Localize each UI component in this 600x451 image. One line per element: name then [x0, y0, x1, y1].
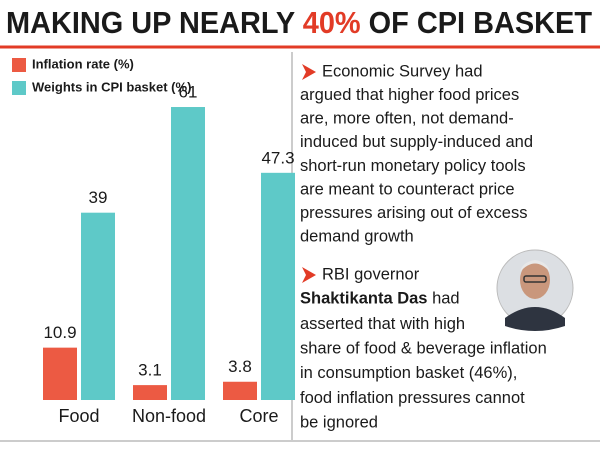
x-tick-label: Core — [239, 406, 278, 426]
note-line: demand growth — [300, 228, 414, 246]
title-part: OF CPI BASKET — [369, 5, 592, 40]
note-line: asserted that with high — [300, 315, 465, 333]
note-line: Shaktikanta Das had — [300, 290, 460, 308]
portrait — [496, 249, 574, 331]
title-highlight: 40% — [303, 5, 361, 40]
bar — [223, 381, 257, 400]
value-label: 47.3 — [261, 148, 294, 167]
note-line: RBI governor — [322, 265, 420, 283]
x-tick-label: Food — [58, 406, 99, 426]
chart-title: MAKING UP NEARLY 40% OF CPI BASKET — [6, 5, 592, 40]
bar — [171, 107, 205, 401]
note-line: be ignored — [300, 414, 378, 432]
note-line: share of food & beverage inflation — [300, 339, 547, 357]
note-line: induced but supply-induced and — [300, 133, 533, 151]
bullet-arrow — [302, 267, 316, 283]
bar — [133, 385, 167, 400]
value-label: 39 — [89, 188, 108, 207]
bullet-arrow — [302, 64, 316, 80]
note-line: pressures arising out of excess — [300, 204, 527, 222]
note-line: are meant to counteract price — [300, 180, 515, 198]
value-label: 10.9 — [43, 323, 76, 342]
bar — [261, 172, 295, 400]
note-line: in consumption basket (46%), — [300, 364, 517, 382]
note-line: short-run monetary policy tools — [300, 157, 526, 175]
note-bold: Shaktikanta Das — [300, 290, 427, 308]
x-tick-label: Non-food — [132, 406, 206, 426]
note-line: Economic Survey had — [322, 62, 483, 80]
title-part: MAKING UP NEARLY — [6, 5, 296, 40]
legend-swatch — [12, 81, 26, 95]
note-line: argued that higher food prices — [300, 86, 519, 104]
value-label: 61 — [179, 82, 198, 101]
legend-label: Weights in CPI basket (%) — [32, 79, 191, 94]
value-label: 3.8 — [228, 357, 252, 376]
value-label: 3.1 — [138, 361, 162, 380]
bar — [43, 347, 77, 400]
note-line: food inflation pressures cannot — [300, 389, 525, 407]
bar — [81, 212, 115, 400]
note-line: are, more often, not demand- — [300, 110, 514, 128]
legend-label: Inflation rate (%) — [32, 56, 134, 71]
note-text: had — [432, 290, 460, 308]
legend-swatch — [12, 58, 26, 72]
